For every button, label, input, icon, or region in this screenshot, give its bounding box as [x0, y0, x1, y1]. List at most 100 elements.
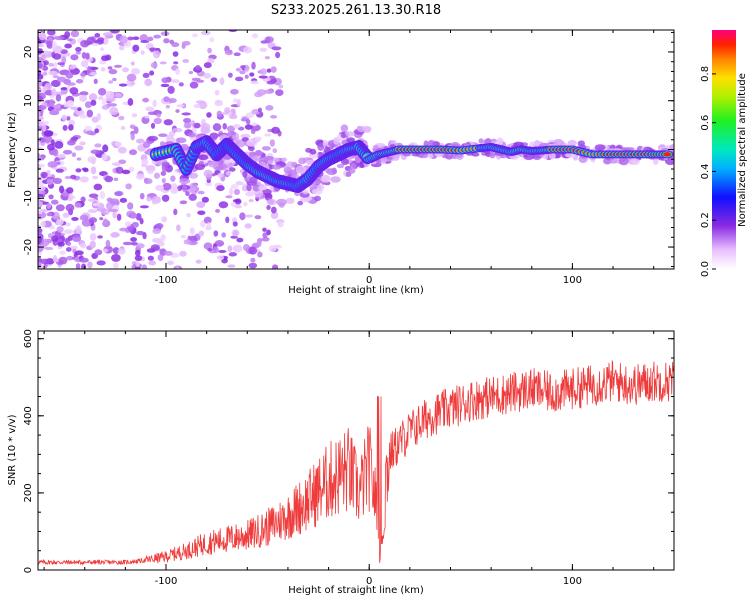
noise-speckle — [101, 104, 110, 110]
noise-speckle — [38, 111, 41, 117]
noise-speckle — [264, 89, 275, 94]
halo-speckle — [333, 137, 340, 145]
noise-speckle — [261, 146, 271, 151]
snr-frame — [37, 330, 675, 571]
noise-speckle — [266, 68, 272, 73]
noise-speckle — [232, 244, 243, 253]
noise-speckle — [80, 196, 86, 203]
halo-speckle — [316, 184, 325, 192]
halo-speckle — [229, 167, 236, 172]
noise-speckle — [248, 246, 258, 255]
noise-speckle — [119, 227, 128, 232]
halo-speckle — [252, 184, 261, 192]
noise-speckle — [227, 245, 233, 252]
halo-speckle — [216, 164, 228, 171]
halo-speckle — [230, 131, 237, 136]
noise-speckle — [115, 166, 124, 174]
noise-speckle — [129, 81, 136, 86]
noise-speckle — [242, 243, 250, 252]
noise-speckle — [38, 142, 42, 147]
halo-speckle — [317, 142, 325, 151]
noise-speckle — [232, 230, 239, 237]
noise-speckle — [153, 117, 162, 124]
noise-speckle — [79, 242, 87, 249]
halo-speckle — [346, 137, 356, 143]
noise-speckle — [264, 55, 271, 60]
halo-speckle — [541, 142, 549, 147]
halo-speckle — [356, 125, 366, 133]
noise-speckle — [256, 240, 262, 248]
noise-speckle — [250, 80, 259, 85]
y-tick-label: 0 — [23, 146, 34, 152]
noise-speckle — [224, 107, 231, 114]
noise-speckle — [56, 226, 64, 233]
noise-speckle — [46, 176, 55, 180]
noise-speckle — [117, 146, 127, 154]
noise-speckle — [234, 204, 242, 209]
halo-speckle — [232, 123, 241, 129]
noise-speckle — [261, 237, 270, 242]
noise-speckle — [117, 248, 126, 255]
noise-speckle — [38, 185, 46, 192]
noise-speckle — [210, 77, 218, 82]
noise-speckle — [80, 39, 90, 48]
noise-speckle — [38, 236, 43, 244]
halo-speckle — [344, 131, 355, 137]
halo-speckle — [309, 148, 317, 155]
noise-speckle — [66, 140, 76, 146]
noise-speckle — [111, 253, 121, 262]
noise-speckle — [254, 136, 262, 142]
noise-speckle — [89, 233, 97, 241]
halo-speckle — [392, 153, 400, 161]
noise-speckle — [122, 67, 129, 73]
noise-speckle — [228, 30, 238, 33]
noise-speckle — [141, 264, 148, 269]
noise-speckle — [64, 43, 72, 49]
halo-speckle — [266, 198, 277, 206]
halo-speckle — [189, 182, 198, 189]
noise-speckle — [53, 61, 58, 70]
halo-speckle — [372, 144, 379, 150]
noise-speckle — [118, 45, 125, 51]
halo-speckle — [198, 160, 204, 165]
noise-speckle — [51, 41, 57, 50]
noise-speckle — [89, 72, 98, 76]
noise-speckle — [56, 154, 67, 158]
noise-speckle — [181, 112, 191, 116]
halo-speckle — [182, 184, 188, 193]
noise-speckle — [155, 223, 164, 229]
halo-speckle — [198, 154, 209, 161]
halo-speckle — [478, 138, 484, 144]
halo-speckle — [147, 135, 158, 142]
noise-speckle — [195, 64, 201, 71]
noise-speckle — [215, 208, 221, 213]
noise-speckle — [244, 214, 254, 218]
y-tick-label: 400 — [23, 406, 34, 425]
noise-speckle — [245, 112, 255, 118]
noise-speckle — [153, 172, 161, 179]
noise-speckle — [119, 197, 128, 203]
noise-speckle — [130, 242, 139, 246]
noise-speckle — [155, 184, 165, 191]
halo-speckle — [271, 164, 282, 170]
halo-speckle — [142, 141, 151, 149]
noise-speckle — [257, 107, 263, 113]
noise-speckle — [112, 77, 117, 82]
noise-speckle — [176, 224, 181, 232]
noise-speckle — [207, 47, 212, 54]
noise-speckle — [225, 171, 232, 176]
noise-speckle — [38, 178, 45, 186]
noise-speckle — [92, 202, 100, 207]
halo-speckle — [340, 124, 349, 133]
noise-speckle — [71, 152, 77, 158]
noise-speckle — [159, 61, 167, 65]
noise-speckle — [132, 36, 140, 41]
noise-speckle — [183, 117, 192, 124]
noise-speckle — [234, 198, 242, 205]
noise-speckle — [82, 168, 89, 173]
noise-speckle — [64, 31, 71, 39]
noise-speckle — [38, 32, 47, 41]
noise-speckle — [214, 101, 224, 107]
noise-speckle — [145, 165, 156, 172]
